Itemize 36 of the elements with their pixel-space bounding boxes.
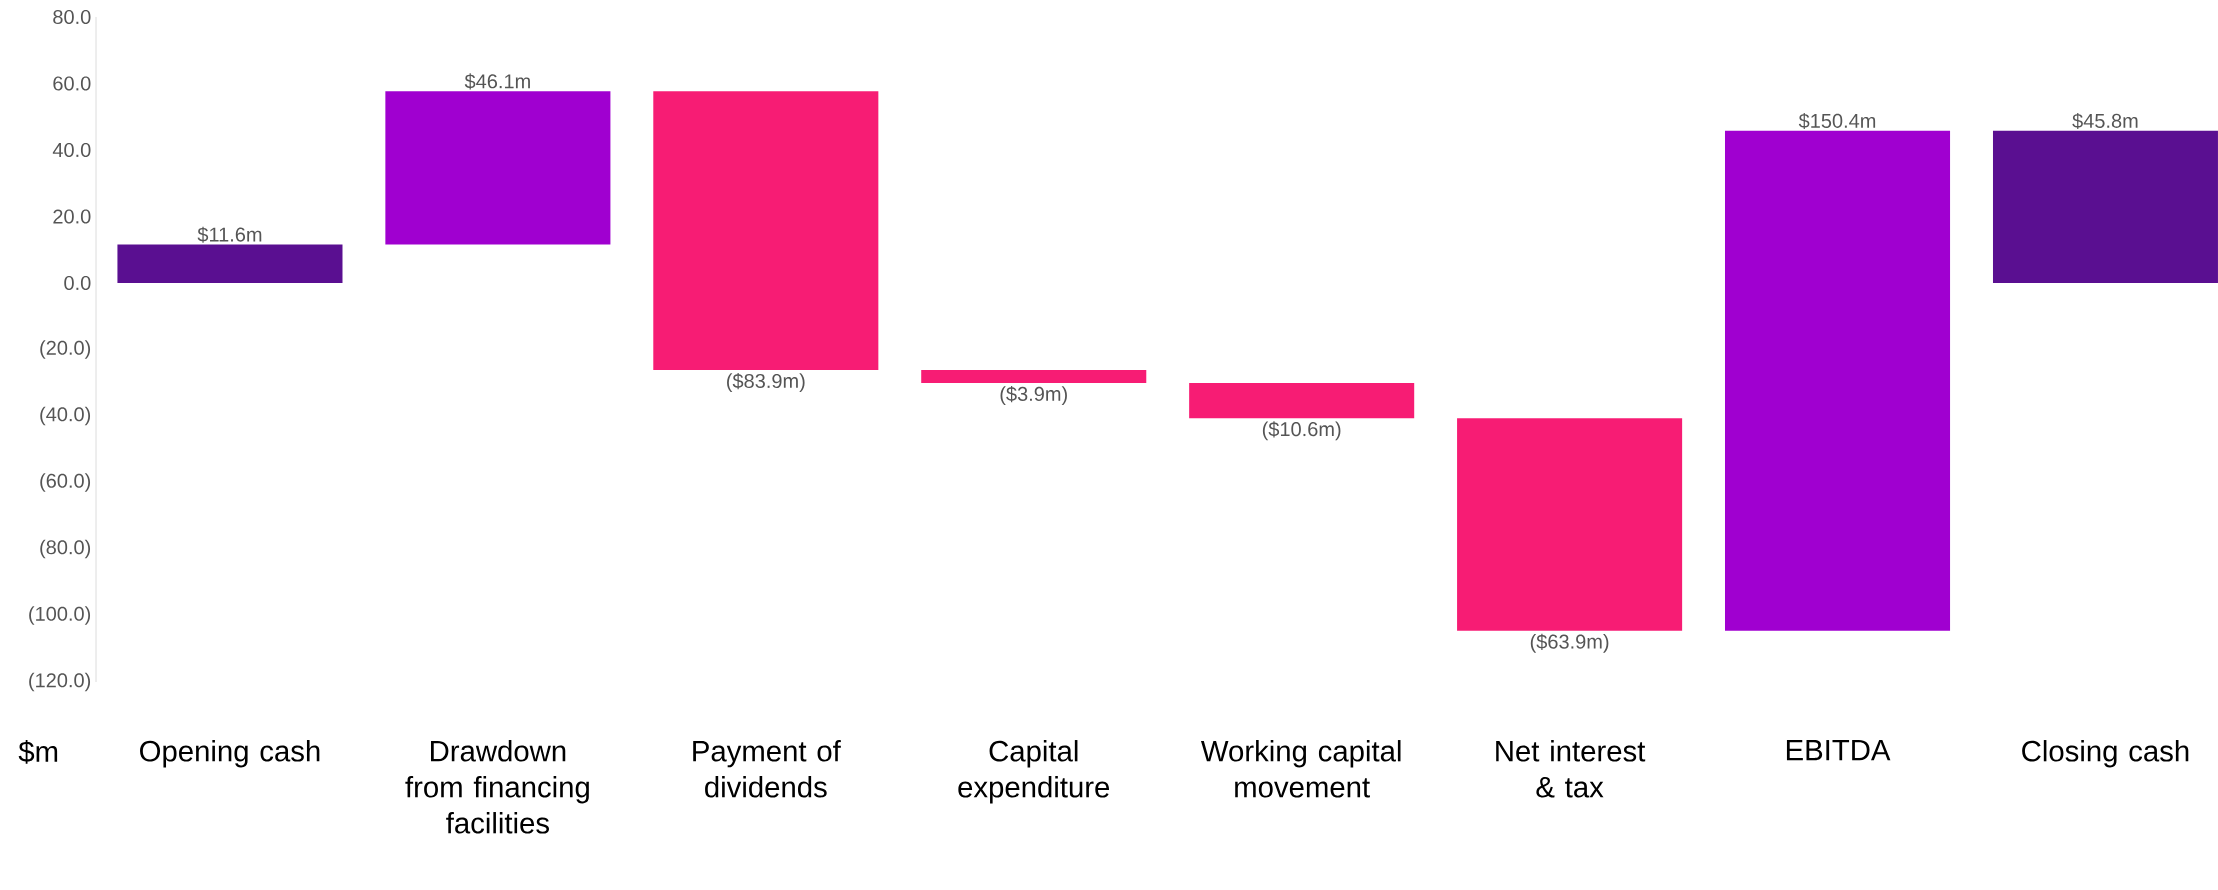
bar (921, 370, 1147, 384)
data-label: $46.1m (464, 73, 530, 90)
data-label: ($83.9m) (727, 373, 805, 392)
y-tick-label: 40.0 (52, 142, 91, 158)
x-tick-label: Capital expenditure (958, 740, 1110, 804)
bar (653, 91, 879, 371)
bar (117, 244, 343, 283)
x-tick-label: Drawdown from financing facilities (405, 740, 589, 834)
x-tick-label: Net interest & tax (1496, 740, 1646, 798)
y-tick-label: (80.0) (40, 539, 91, 559)
y-tick-label: 80.0 (53, 9, 91, 25)
data-label: ($63.9m) (1530, 633, 1609, 653)
x-tick-label: EBITDA (1786, 740, 1891, 761)
data-label: $150.4m (1798, 112, 1876, 130)
bar (1457, 418, 1683, 631)
y-tick-label: (40.0) (40, 406, 91, 426)
y-tick-label: (60.0) (40, 473, 91, 492)
x-tick-label: Opening cash (140, 740, 320, 768)
x-tick-label: Payment of dividends (693, 740, 841, 798)
data-label: ($10.6m) (1262, 421, 1341, 441)
x-tick-label: Closing cash (2022, 740, 2189, 768)
y-axis-title: $m (18, 740, 58, 764)
y-tick-label: (100.0) (29, 606, 91, 625)
y-tick-label: 60.0 (53, 76, 91, 91)
bar (1725, 130, 1951, 631)
bar (1992, 130, 2218, 283)
bar (1189, 383, 1415, 419)
y-tick-label: 0.0 (64, 275, 91, 291)
data-label: $11.6m (197, 226, 262, 243)
y-tick-label: 20.0 (53, 209, 91, 224)
y-tick-label: (20.0) (40, 340, 91, 359)
x-tick-label: Working capital movement (1200, 740, 1401, 798)
data-label: ($3.9m) (1000, 386, 1067, 405)
bar (385, 91, 611, 245)
y-tick-label: (120.0) (29, 672, 91, 692)
data-label: $45.8m (2072, 112, 2138, 130)
